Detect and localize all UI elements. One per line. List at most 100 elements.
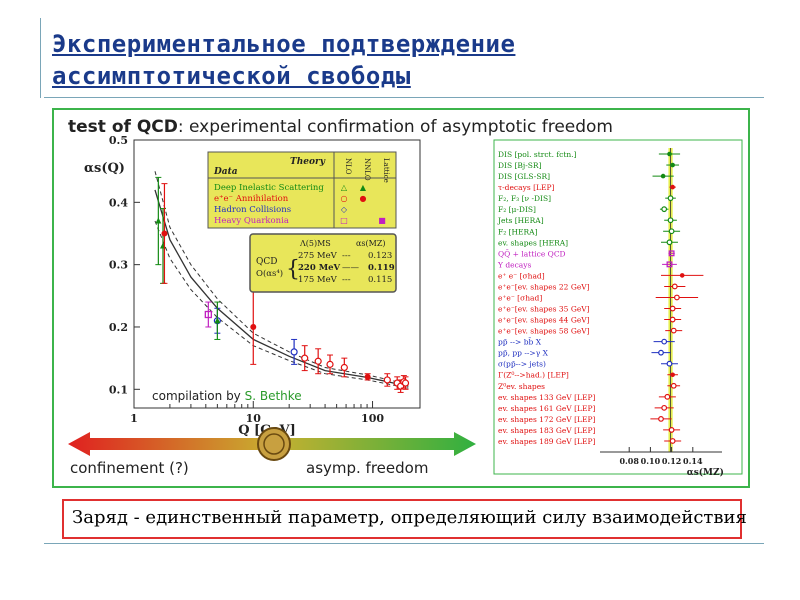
measurement-label: e⁺e⁻[ev. shapes 58 GeV] (498, 327, 590, 336)
measurement-label: pp̄, pp -->γ X (498, 349, 549, 358)
y-tick-label: 0.2 (109, 321, 128, 334)
measurement-label: QQ̄ + lattice QCD (498, 249, 566, 258)
compilation-credit: compilation by S. Bethke (152, 389, 302, 403)
coin-inner (263, 433, 285, 455)
y-tick-label: 0.5 (109, 134, 128, 147)
compilation-prefix: compilation by (152, 389, 245, 403)
y-tick-label: 0.4 (109, 196, 128, 209)
alpha-value: 0.115 (368, 275, 392, 285)
data-point (383, 376, 391, 384)
measurement-label: e⁺e⁻[ev. shapes 35 GeV] (498, 305, 590, 314)
right-x-tick-label: 0.10 (641, 456, 661, 466)
legend-mark: ◇ (341, 205, 348, 214)
legend-mark: △ (341, 183, 348, 192)
x-tick-label: 100 (361, 412, 384, 425)
measurement-point (671, 283, 678, 290)
decor-bottom-rule (44, 543, 764, 544)
measurement-point (661, 404, 668, 411)
legend-mark: ● (360, 194, 367, 203)
data-point (250, 323, 257, 330)
measurement-label: Υ decays (497, 260, 531, 269)
data-point (214, 317, 221, 324)
measurement-label: DIS [Bj-SR] (498, 161, 542, 170)
slide-title: Экспериментальное подтверждение ассимпто… (52, 28, 515, 92)
legend-mark: □ (340, 216, 348, 225)
legend-bg (207, 151, 397, 229)
right-x-tick-label: 0.14 (683, 456, 703, 466)
right-plot-border (493, 139, 743, 475)
measurement-label: e⁺e⁻ [σhad] (498, 293, 542, 302)
asymptotic-arrow: confinement (?) asymp. freedom (68, 427, 476, 477)
measurement-point (679, 273, 685, 278)
legend-row-label: Heavy Quarkonia (214, 216, 289, 226)
measurement-label: Z⁰ev. shapes (498, 382, 545, 391)
data-point (155, 217, 162, 224)
measurement-label: ev. shapes 189 GeV [LEP] (498, 437, 596, 446)
footer-text: Заряд - единственный параметр, определяю… (72, 507, 747, 528)
measurement-point (669, 438, 676, 444)
right-x-tick-label: 0.12 (662, 456, 681, 466)
measurement-label: σ(pp̄--> jets) (498, 360, 546, 369)
coin-icon (257, 427, 291, 461)
figure-panel: test of QCD: experimental confirmation o… (52, 108, 750, 488)
y-tick-label: 0.3 (109, 259, 128, 272)
measurement-point (670, 372, 675, 378)
lambda-value: 220 MeV (298, 263, 341, 273)
slide-title-line1: Экспериментальное подтверждение (52, 30, 516, 58)
measurement-point (664, 393, 671, 400)
lambda-qcd: QCD (256, 257, 277, 267)
measurement-label: F₂, F₃ [ν -DIS] (498, 194, 551, 203)
lambda-bg (249, 233, 397, 293)
legend-column-header: Lattice (382, 158, 390, 183)
data-point (364, 373, 371, 380)
left-plot-frame (133, 139, 421, 409)
measurement-point (674, 294, 680, 301)
lambda-col2: αs(MZ) (356, 239, 386, 248)
measurement-point (669, 316, 676, 323)
data-point (290, 348, 298, 356)
measurement-label: ev. shapes 161 GeV [LEP] (498, 404, 596, 413)
footer-box: Заряд - единственный параметр, определяю… (62, 499, 747, 539)
data-point (340, 363, 348, 372)
legend-row-label: Deep Inelastic Scattering (214, 183, 324, 193)
legend-column-header: NNLO (363, 158, 371, 181)
measurement-point (669, 305, 676, 312)
chart-title: test of QCD: experimental confirmation o… (68, 117, 613, 137)
measurement-point (667, 195, 674, 202)
decor-top-rule (44, 97, 764, 98)
measurement-point (668, 250, 675, 257)
alpha-curve-275 (154, 171, 409, 385)
measurement-point (660, 173, 666, 179)
lambda-brace: { (286, 257, 300, 282)
measurement-label: pp̄ --> bb̄ X (498, 337, 542, 347)
data-point (326, 360, 334, 368)
measurement-point (661, 338, 668, 345)
arrow-label-right: asymp. freedom (306, 459, 428, 477)
lambda-value: 275 MeV (298, 251, 338, 261)
measurement-label: Jets [HERA] (497, 216, 544, 225)
legend-mark: ▲ (360, 183, 367, 192)
measurement-label: F₂ [μ-DIS] (498, 205, 536, 214)
legend-header-theory: Theory (290, 157, 326, 167)
chart-title-rest: : experimental confirmation of asymptoti… (178, 117, 613, 137)
data-point (204, 310, 212, 319)
lambda-style: --- (342, 275, 351, 285)
measurement-point (661, 206, 668, 213)
figure-svg: test of QCD: experimental confirmation o… (68, 117, 743, 478)
slide-title-line2: ассимптотической свободы (52, 62, 411, 90)
legend-header-data: Data (213, 167, 238, 177)
measurement-label: DIS [GLS-SR] (498, 172, 550, 181)
measurement-point (667, 217, 674, 224)
measurement-point (666, 360, 673, 367)
arrow-label-left: confinement (?) (70, 459, 189, 477)
x-tick-label: 1 (130, 412, 138, 425)
data-point (401, 379, 410, 387)
measurement-point (658, 349, 664, 356)
legend-box: Data Theory NLO NNLO Lattice Deep Inelastic S… (207, 151, 397, 229)
legend-mark: ○ (341, 194, 348, 203)
measurement-label: ev. shapes 133 GeV [LEP] (498, 393, 596, 402)
right-x-axis-label: αs(MZ) (687, 467, 724, 478)
